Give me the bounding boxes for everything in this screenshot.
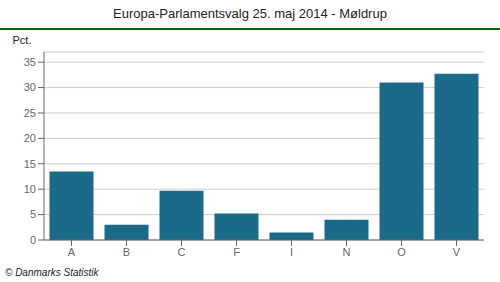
svg-text:25: 25: [24, 107, 36, 119]
svg-text:I: I: [290, 246, 293, 258]
svg-text:F: F: [233, 246, 240, 258]
svg-text:O: O: [397, 246, 406, 258]
svg-text:0: 0: [30, 234, 36, 246]
svg-text:C: C: [178, 246, 186, 258]
svg-text:B: B: [123, 246, 130, 258]
svg-text:35: 35: [24, 56, 36, 68]
svg-text:N: N: [343, 246, 351, 258]
svg-text:A: A: [68, 246, 76, 258]
svg-text:15: 15: [24, 158, 36, 170]
svg-text:Pct.: Pct.: [13, 34, 32, 46]
svg-text:20: 20: [24, 132, 36, 144]
svg-text:30: 30: [24, 81, 36, 93]
svg-text:V: V: [453, 246, 461, 258]
svg-text:10: 10: [24, 183, 36, 195]
html-text:© Danmarks Statistik: © Danmarks Statistik: [5, 267, 99, 278]
html-text:Europa-Parlamentsvalg 25. maj: Europa-Parlamentsvalg 25. maj 2014 - Møl…: [113, 6, 387, 21]
svg-text:5: 5: [30, 208, 36, 220]
